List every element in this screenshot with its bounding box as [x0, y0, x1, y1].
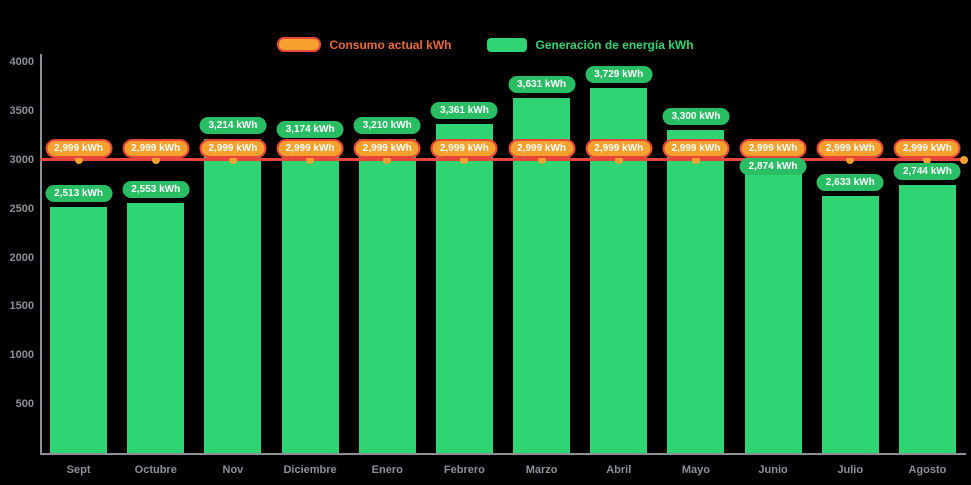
consumption-marker-icon	[74, 155, 83, 164]
consumption-marker-icon	[691, 155, 700, 164]
x-axis-label: Mayo	[681, 464, 710, 476]
generation-bar[interactable]	[358, 139, 416, 453]
legend-label-consumption: Consumo actual kWh	[329, 37, 452, 52]
x-axis-label: Agosto	[908, 464, 947, 476]
consumption-value-pill: 2,999 kWh	[122, 138, 190, 158]
x-axis-label: Sept	[66, 464, 91, 476]
consumption-marker-icon	[383, 155, 392, 164]
generation-bar[interactable]	[127, 203, 185, 453]
legend-item-generation[interactable]: Generación de energía kWh	[487, 37, 694, 52]
x-axis-label: Marzo	[525, 464, 558, 476]
generation-value-pill: 3,361 kWh	[430, 102, 498, 120]
x-axis-line	[40, 453, 966, 455]
consumption-marker-icon	[306, 155, 315, 164]
x-axis-label: Julio	[837, 464, 864, 476]
consumption-value-pill: 2,999 kWh	[199, 138, 267, 158]
generation-swatch-icon	[487, 37, 528, 52]
consumption-marker-icon	[614, 155, 623, 164]
consumption-marker-icon	[151, 155, 160, 164]
generation-value-pill: 3,174 kWh	[276, 120, 344, 138]
generation-bar[interactable]	[204, 138, 262, 453]
consumption-value-pill: 2,999 kWh	[276, 138, 344, 158]
consumption-value-pill: 2,999 kWh	[508, 138, 576, 158]
generation-bar[interactable]	[50, 207, 108, 453]
y-axis-line	[40, 54, 42, 455]
generation-value-pill: 2,744 kWh	[893, 162, 961, 180]
consumption-value-pill: 2,999 kWh	[353, 138, 421, 158]
generation-bar[interactable]	[435, 124, 493, 453]
x-axis-label: Octubre	[134, 464, 177, 476]
consumption-value-pill: 2,999 kWh	[893, 138, 961, 158]
consumption-line	[40, 158, 966, 162]
consumption-marker-icon	[537, 155, 546, 164]
generation-value-pill: 3,729 kWh	[585, 66, 653, 84]
y-axis-tick-label: 2500	[9, 202, 34, 215]
generation-value-pill: 2,633 kWh	[816, 173, 884, 191]
consumption-value-pill: 2,999 kWh	[816, 138, 884, 158]
legend: Consumo actual kWh Generación de energía…	[0, 37, 971, 52]
consumption-marker-icon	[460, 155, 469, 164]
y-axis-tick-label: 1500	[9, 300, 34, 313]
generation-value-pill: 3,631 kWh	[508, 76, 576, 94]
consumption-marker-icon	[228, 155, 237, 164]
generation-value-pill: 3,214 kWh	[199, 116, 267, 134]
generation-bar[interactable]	[281, 142, 339, 453]
y-axis-tick-label: 3500	[9, 104, 34, 117]
y-axis-tick-label: 3000	[9, 153, 34, 166]
y-axis-tick-label: 4000	[9, 56, 34, 68]
x-axis-label: Febrero	[443, 464, 485, 476]
y-axis-tick-label: 2000	[9, 251, 34, 264]
consumption-swatch-icon	[277, 37, 322, 52]
consumption-marker-icon	[923, 155, 932, 164]
legend-item-consumption[interactable]: Consumo actual kWh	[277, 37, 451, 52]
generation-value-pill: 2,513 kWh	[45, 185, 113, 203]
consumption-value-pill: 2,999 kWh	[662, 138, 730, 158]
consumption-value-pill: 2,999 kWh	[585, 138, 653, 158]
generation-value-pill: 2,553 kWh	[122, 181, 190, 199]
x-axis-label: Enero	[371, 464, 403, 476]
consumption-value-pill: 2,999 kWh	[45, 138, 113, 158]
x-axis-label: Diciembre	[283, 464, 337, 476]
generation-bar[interactable]	[898, 184, 956, 453]
generation-bar[interactable]	[667, 130, 725, 453]
consumption-line-end-marker-icon	[960, 155, 968, 164]
generation-value-pill: 2,874 kWh	[739, 157, 807, 175]
legend-label-generation: Generación de energía kWh	[535, 37, 694, 52]
x-axis-label: Nov	[222, 464, 244, 476]
y-axis-tick-label: 1000	[9, 349, 34, 362]
consumption-value-pill: 2,999 kWh	[430, 138, 498, 158]
generation-value-pill: 3,210 kWh	[353, 117, 421, 135]
generation-bar[interactable]	[821, 195, 879, 453]
y-axis-tick-label: 500	[15, 398, 34, 411]
x-axis-label: Junio	[758, 464, 788, 476]
consumption-value-pill: 2,999 kWh	[739, 138, 807, 158]
generation-value-pill: 3,300 kWh	[662, 108, 730, 126]
consumption-marker-icon	[846, 155, 855, 164]
generation-bar[interactable]	[744, 172, 802, 453]
x-axis-label: Abril	[606, 464, 632, 476]
